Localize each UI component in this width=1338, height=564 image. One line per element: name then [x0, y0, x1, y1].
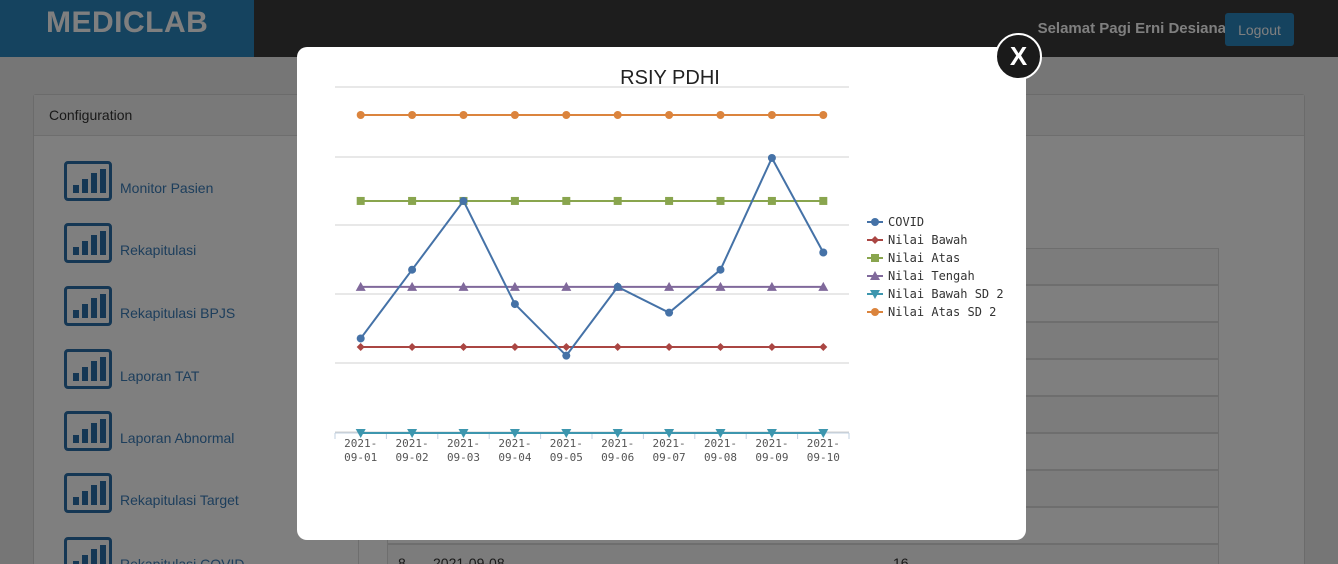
- data-point[interactable]: [819, 343, 828, 352]
- data-point[interactable]: [612, 429, 623, 438]
- legend-label: COVID: [888, 215, 924, 229]
- legend-marker[interactable]: [871, 308, 879, 316]
- series-line: [359, 155, 825, 358]
- data-point[interactable]: [355, 429, 366, 438]
- legend-item[interactable]: Nilai Bawah: [867, 233, 967, 247]
- data-point[interactable]: [716, 343, 725, 352]
- legend-marker[interactable]: [871, 218, 879, 226]
- series-covid: [356, 153, 828, 360]
- data-point[interactable]: [715, 429, 726, 438]
- data-point[interactable]: [716, 196, 725, 205]
- data-point[interactable]: [613, 343, 622, 352]
- series-nilai-tengah: [355, 281, 829, 291]
- legend-item[interactable]: Nilai Atas SD 2: [867, 305, 996, 319]
- data-point[interactable]: [766, 281, 777, 291]
- data-point[interactable]: [613, 282, 622, 291]
- data-point[interactable]: [458, 281, 469, 291]
- data-point[interactable]: [613, 111, 622, 119]
- data-point[interactable]: [767, 196, 776, 205]
- data-point[interactable]: [664, 281, 675, 291]
- data-point[interactable]: [613, 196, 622, 205]
- data-point[interactable]: [459, 196, 468, 205]
- data-point[interactable]: [408, 196, 417, 205]
- line-chart: RSIY PDHI 2021-09-01 2021-09-02 2021-09-03…: [334, 67, 1004, 464]
- x-tick-label: 2021-09-02: [396, 437, 429, 464]
- data-point[interactable]: [767, 111, 776, 119]
- data-point[interactable]: [766, 429, 777, 438]
- data-point[interactable]: [767, 153, 776, 162]
- data-point[interactable]: [355, 281, 366, 291]
- data-point[interactable]: [716, 265, 725, 274]
- data-point[interactable]: [818, 281, 829, 291]
- data-point[interactable]: [510, 300, 519, 309]
- x-tick-label: 2021-09-03: [447, 437, 480, 464]
- data-point[interactable]: [408, 343, 417, 352]
- legend-item[interactable]: Nilai Bawah SD 2: [867, 287, 1004, 301]
- x-tick-label: 2021-09-05: [550, 437, 583, 464]
- legend-label: Nilai Bawah: [888, 233, 967, 247]
- data-point[interactable]: [664, 429, 675, 438]
- legend-item[interactable]: Nilai Tengah: [867, 269, 975, 283]
- legend-marker[interactable]: [871, 254, 879, 262]
- legend-label: Nilai Atas: [888, 251, 960, 265]
- x-tick-label: 2021-09-06: [601, 437, 634, 464]
- data-point[interactable]: [509, 429, 520, 438]
- close-button[interactable]: X: [995, 33, 1042, 80]
- data-point[interactable]: [458, 429, 469, 438]
- data-point[interactable]: [408, 111, 417, 119]
- data-point[interactable]: [716, 111, 725, 119]
- data-point[interactable]: [665, 111, 674, 119]
- data-point[interactable]: [459, 343, 468, 352]
- data-point[interactable]: [562, 351, 571, 360]
- legend-item[interactable]: COVID: [867, 215, 924, 229]
- x-tick-label: 2021-09-10: [807, 437, 840, 464]
- data-point[interactable]: [356, 111, 365, 119]
- data-point[interactable]: [665, 196, 674, 205]
- legend-marker[interactable]: [870, 290, 880, 299]
- data-point[interactable]: [510, 111, 519, 119]
- x-tick-label: 2021-09-04: [498, 437, 531, 464]
- series-nilai-atas-sd-2: [356, 111, 828, 119]
- data-point[interactable]: [408, 265, 417, 274]
- data-point[interactable]: [665, 343, 674, 352]
- legend-label: Nilai Atas SD 2: [888, 305, 996, 319]
- data-point[interactable]: [715, 281, 726, 291]
- legend-marker[interactable]: [871, 236, 879, 244]
- data-point[interactable]: [356, 196, 365, 205]
- legend-label: Nilai Tengah: [888, 269, 975, 283]
- data-point[interactable]: [510, 343, 519, 352]
- chart-title: RSIY PDHI: [620, 67, 720, 89]
- data-point[interactable]: [562, 111, 571, 119]
- data-point[interactable]: [819, 111, 828, 119]
- x-tick-label: 2021-09-09: [755, 437, 788, 464]
- data-point[interactable]: [407, 429, 418, 438]
- data-point[interactable]: [356, 334, 365, 343]
- data-point[interactable]: [767, 343, 776, 352]
- data-point[interactable]: [509, 281, 520, 291]
- legend-label: Nilai Bawah SD 2: [888, 287, 1004, 301]
- data-point[interactable]: [665, 308, 674, 317]
- x-tick-label: 2021-09-07: [653, 437, 686, 464]
- x-tick-label: 2021-09-01: [344, 437, 377, 464]
- data-point[interactable]: [562, 343, 571, 352]
- legend-item[interactable]: Nilai Atas: [867, 251, 960, 265]
- series-nilai-bawah-sd-2: [355, 429, 829, 438]
- data-point[interactable]: [819, 196, 828, 205]
- data-point[interactable]: [407, 281, 418, 291]
- x-tick-label: 2021-09-08: [704, 437, 737, 464]
- series-nilai-bawah: [356, 343, 828, 352]
- series-nilai-atas: [356, 196, 828, 205]
- data-point[interactable]: [819, 248, 828, 257]
- data-point[interactable]: [459, 111, 468, 119]
- data-point[interactable]: [356, 343, 365, 352]
- data-point[interactable]: [510, 196, 519, 205]
- data-point[interactable]: [561, 429, 572, 438]
- legend-marker[interactable]: [870, 271, 880, 280]
- data-point[interactable]: [562, 196, 571, 205]
- chart-modal: RSIY PDHI 2021-09-01 2021-09-02 2021-09-03…: [297, 47, 1026, 540]
- data-point[interactable]: [561, 281, 572, 291]
- data-point[interactable]: [818, 429, 829, 438]
